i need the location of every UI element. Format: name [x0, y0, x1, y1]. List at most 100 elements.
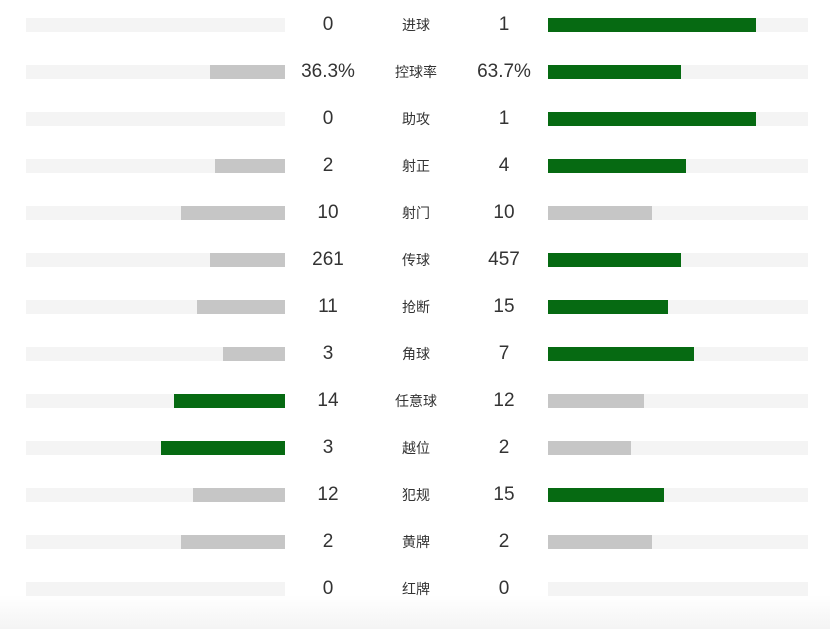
home-value: 2 [322, 531, 334, 552]
away-bar-track [548, 253, 808, 267]
stat-label: 进球 [402, 17, 430, 33]
home-bar-track [26, 300, 285, 314]
stat-label: 射门 [402, 205, 430, 221]
away-value: 10 [493, 202, 515, 223]
away-bar-track [548, 112, 808, 126]
away-bar-track [548, 65, 808, 79]
home-bar-fill [222, 347, 285, 361]
away-bar-fill [548, 300, 668, 314]
away-bar-fill [548, 253, 681, 267]
stat-row: 2 黄牌 2 [0, 517, 830, 564]
stat-row: 3 角球 7 [0, 329, 830, 376]
away-value: 1 [498, 108, 510, 129]
home-bar-fill [173, 394, 285, 408]
stat-row: 12 犯规 15 [0, 470, 830, 517]
stat-row: 0 助攻 1 [0, 94, 830, 141]
away-bar-track [548, 535, 808, 549]
away-value: 12 [493, 390, 515, 411]
away-bar-track [548, 347, 808, 361]
stat-row: 261 传球 457 [0, 235, 830, 282]
home-bar-track [26, 159, 285, 173]
home-bar-fill [196, 300, 285, 314]
away-bar-track [548, 206, 808, 220]
away-bar-track [548, 441, 808, 455]
away-value: 15 [493, 296, 515, 317]
home-value: 261 [312, 249, 344, 270]
stat-row: 11 抢断 15 [0, 282, 830, 329]
stat-row: 2 射正 4 [0, 141, 830, 188]
home-bar-track [26, 582, 285, 596]
home-value: 36.3% [301, 61, 355, 82]
home-value: 14 [317, 390, 339, 411]
match-stats-table: 0 进球 1 36.3% 控球率 63.7% 0 助攻 1 2 射正 4 10 射门 10 261 传球 457 1… [0, 0, 830, 611]
home-bar-fill [209, 253, 285, 267]
stat-label: 黄牌 [402, 534, 430, 550]
home-bar-fill [209, 65, 285, 79]
home-bar-fill [181, 206, 285, 220]
home-bar-fill [160, 441, 285, 455]
home-bar-track [26, 488, 285, 502]
away-bar-track [548, 300, 808, 314]
stat-label: 越位 [402, 440, 430, 456]
away-value: 1 [498, 14, 510, 35]
away-value: 2 [498, 437, 510, 458]
away-value: 4 [498, 155, 510, 176]
home-value: 12 [317, 484, 339, 505]
away-bar-fill [548, 206, 652, 220]
away-value: 0 [498, 578, 510, 599]
away-value: 457 [488, 249, 520, 270]
home-value: 11 [318, 296, 338, 317]
home-value: 10 [317, 202, 339, 223]
home-value: 3 [322, 343, 334, 364]
away-value: 63.7% [477, 61, 531, 82]
stat-row: 36.3% 控球率 63.7% [0, 47, 830, 94]
home-bar-track [26, 65, 285, 79]
stat-row: 0 红牌 0 [0, 564, 830, 611]
home-bar-fill [215, 159, 285, 173]
away-bar-fill [548, 441, 632, 455]
away-bar-fill [548, 159, 686, 173]
away-bar-track [548, 18, 808, 32]
home-value: 0 [322, 14, 334, 35]
home-bar-track [26, 206, 285, 220]
home-value: 0 [322, 108, 334, 129]
stat-label: 射正 [402, 158, 430, 174]
home-bar-track [26, 18, 285, 32]
away-bar-fill [548, 488, 664, 502]
away-bar-fill [548, 65, 681, 79]
stat-row: 10 射门 10 [0, 188, 830, 235]
home-bar-fill [193, 488, 285, 502]
away-bar-fill [548, 347, 694, 361]
away-bar-track [548, 582, 808, 596]
stat-label: 红牌 [402, 581, 430, 597]
home-bar-track [26, 535, 285, 549]
away-bar-fill [548, 112, 756, 126]
stat-label: 控球率 [395, 64, 437, 80]
away-bar-fill [548, 18, 756, 32]
home-bar-track [26, 112, 285, 126]
away-bar-fill [548, 394, 645, 408]
stat-row: 14 任意球 12 [0, 376, 830, 423]
home-bar-fill [181, 535, 285, 549]
stat-label: 角球 [402, 346, 430, 362]
home-bar-track [26, 253, 285, 267]
stat-row: 0 进球 1 [0, 0, 830, 47]
away-bar-track [548, 159, 808, 173]
away-bar-track [548, 394, 808, 408]
stat-label: 抢断 [402, 299, 430, 315]
home-value: 3 [322, 437, 334, 458]
away-bar-track [548, 488, 808, 502]
away-value: 15 [493, 484, 515, 505]
home-value: 2 [322, 155, 334, 176]
home-value: 0 [322, 578, 334, 599]
home-bar-track [26, 394, 285, 408]
stat-row: 3 越位 2 [0, 423, 830, 470]
home-bar-track [26, 347, 285, 361]
stat-label: 犯规 [402, 487, 430, 503]
away-value: 2 [498, 531, 510, 552]
away-value: 7 [498, 343, 510, 364]
stat-label: 助攻 [402, 111, 430, 127]
away-bar-fill [548, 535, 652, 549]
home-bar-track [26, 441, 285, 455]
stat-label: 传球 [402, 252, 430, 268]
